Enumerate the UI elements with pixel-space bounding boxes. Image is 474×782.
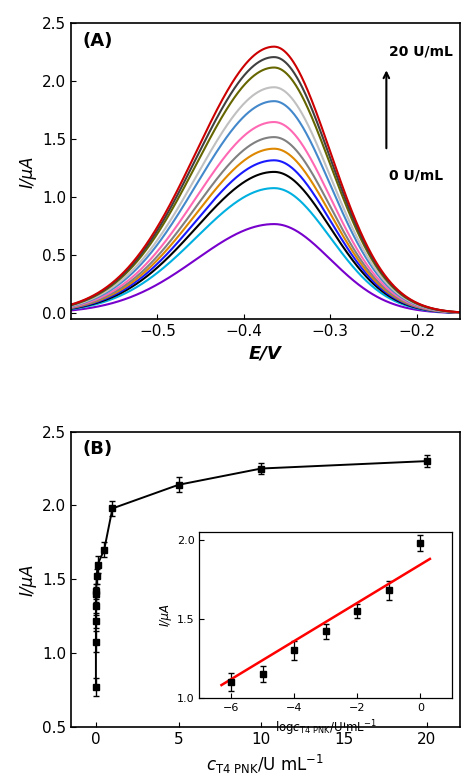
- Y-axis label: I/μA: I/μA: [18, 155, 36, 188]
- Text: (B): (B): [83, 440, 113, 458]
- Text: 20 U/mL: 20 U/mL: [389, 45, 453, 58]
- X-axis label: E/V: E/V: [249, 345, 282, 363]
- Y-axis label: I/μA: I/μA: [18, 563, 36, 596]
- X-axis label: $c_\mathrm{T4\ PNK}$/U mL$^{-1}$: $c_\mathrm{T4\ PNK}$/U mL$^{-1}$: [206, 753, 325, 776]
- Text: (A): (A): [83, 32, 113, 50]
- Text: 0 U/mL: 0 U/mL: [389, 168, 443, 182]
